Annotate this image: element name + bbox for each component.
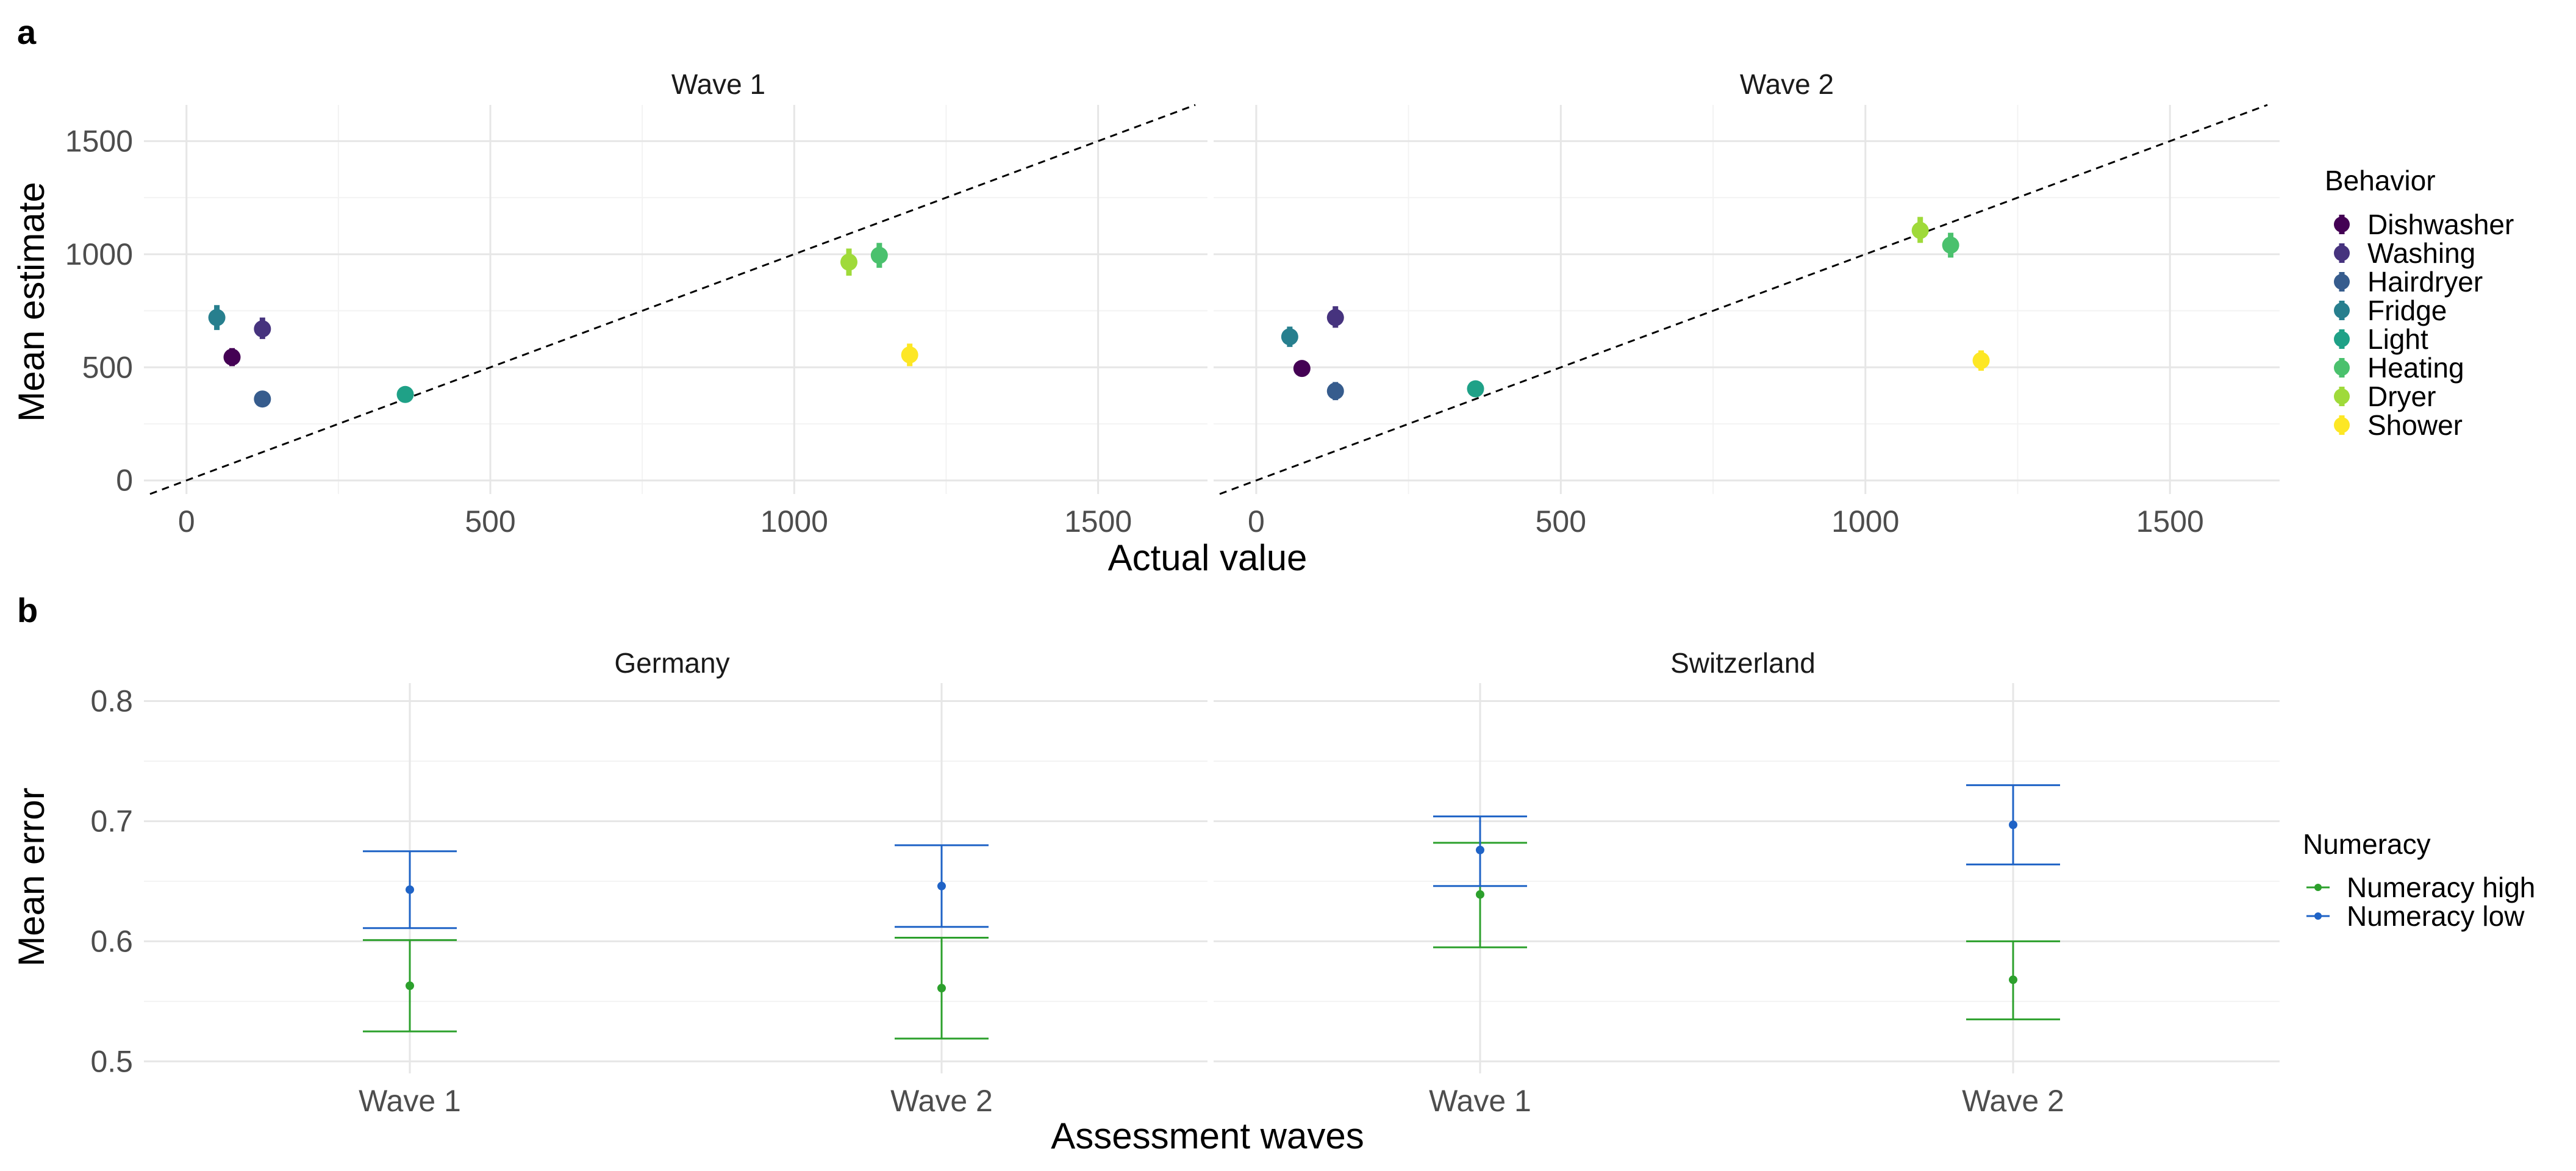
legend-item-shower: Shower xyxy=(2334,409,2463,441)
y-tick-label: 0.5 xyxy=(90,1044,133,1078)
legend-label: Dryer xyxy=(2367,381,2436,412)
x-tick-label: 1500 xyxy=(1064,504,1132,539)
legend-label: Shower xyxy=(2367,409,2463,441)
legend-label: Fridge xyxy=(2367,295,2447,326)
point-numeracy-low-germany xyxy=(406,885,414,894)
identity-line xyxy=(1219,104,2268,495)
legend-key-point xyxy=(2334,417,2350,433)
point-hairdryer-wave-2 xyxy=(1326,382,1344,400)
point-light-wave-2 xyxy=(1467,380,1484,398)
legend-title-numeracy: Numeracy xyxy=(2303,828,2431,860)
point-dishwasher-wave-1 xyxy=(223,348,241,366)
x-tick-label: Wave 1 xyxy=(359,1084,461,1118)
point-washing-wave-2 xyxy=(1326,309,1344,326)
identity-line xyxy=(149,104,1196,495)
legend-key-point xyxy=(2334,245,2350,261)
y-tick-label: 0.6 xyxy=(90,924,133,958)
legend-behavior: DishwasherWashingHairdryerFridgeLightHea… xyxy=(2334,209,2514,441)
x-tick-label: Wave 2 xyxy=(890,1084,993,1118)
point-numeracy-high-germany xyxy=(937,984,946,993)
legend-key-point xyxy=(2334,360,2350,376)
legend-key-point xyxy=(2314,884,2322,891)
x-tick-label: 500 xyxy=(465,504,515,539)
point-numeracy-low-switzerland xyxy=(2009,820,2017,829)
legend-label: Numeracy low xyxy=(2347,900,2525,932)
y-axis-title-b: Mean error xyxy=(11,787,52,966)
x-tick-label: 500 xyxy=(1536,504,1586,539)
grid-wave-1 xyxy=(144,105,1208,494)
legend-label: Numeracy high xyxy=(2347,872,2535,903)
y-tick-label: 0.8 xyxy=(90,684,133,718)
legend-item-light: Light xyxy=(2334,323,2428,355)
legend-item-heating: Heating xyxy=(2334,352,2464,384)
x-tick-label: Wave 2 xyxy=(1962,1084,2064,1118)
panel-b-label: b xyxy=(17,591,38,629)
point-dryer-wave-2 xyxy=(1911,221,1929,239)
legend-label: Hairdryer xyxy=(2367,266,2483,298)
point-washing-wave-1 xyxy=(254,320,271,338)
legend-label: Dishwasher xyxy=(2367,209,2514,240)
x-tick-label: 0 xyxy=(1248,504,1265,539)
x-axis-title-b: Assessment waves xyxy=(1051,1115,1364,1156)
grid-wave-2 xyxy=(1214,105,2280,494)
legend-label: Light xyxy=(2367,323,2428,355)
x-tick-label: 1000 xyxy=(760,504,828,539)
grid-germany xyxy=(144,683,1208,1073)
point-numeracy-high-switzerland xyxy=(1476,890,1484,899)
y-tick-label: 1000 xyxy=(65,237,133,271)
legend-title-behavior: Behavior xyxy=(2325,165,2436,196)
legend-key-point xyxy=(2334,389,2350,404)
y-tick-label: 0.7 xyxy=(90,804,133,838)
legend-item-dryer: Dryer xyxy=(2334,381,2436,412)
point-numeracy-low-germany xyxy=(937,881,946,890)
x-tick-label: Wave 1 xyxy=(1429,1084,1531,1118)
legend-label: Washing xyxy=(2367,237,2475,269)
point-fridge-wave-1 xyxy=(208,309,226,326)
facet-title-wave-1: Wave 1 xyxy=(671,68,765,100)
point-heating-wave-1 xyxy=(870,246,888,264)
facet-title-germany: Germany xyxy=(614,647,729,679)
facet-title-switzerland: Switzerland xyxy=(1670,647,1816,679)
point-numeracy-low-switzerland xyxy=(1476,845,1484,854)
x-tick-label: 0 xyxy=(178,504,195,539)
point-numeracy-high-switzerland xyxy=(2009,975,2017,984)
legend-item-dishwasher: Dishwasher xyxy=(2334,209,2514,240)
point-hairdryer-wave-1 xyxy=(254,390,271,408)
y-axis-title-a: Mean estimate xyxy=(11,182,52,422)
x-tick-label: 1500 xyxy=(2136,504,2204,539)
legend-item-hairdryer: Hairdryer xyxy=(2334,266,2483,298)
point-light-wave-1 xyxy=(396,385,414,403)
y-tick-label: 0 xyxy=(116,464,133,498)
legend-item-washing: Washing xyxy=(2334,237,2475,269)
x-axis-title-a: Actual value xyxy=(1108,537,1308,578)
panel-a: a Wave 1 Wave 2 Actual value Mean estima… xyxy=(11,13,2514,578)
point-dryer-wave-1 xyxy=(840,253,858,271)
point-shower-wave-1 xyxy=(901,346,918,363)
legend-item-fridge: Fridge xyxy=(2334,295,2447,326)
legend-key-point xyxy=(2334,303,2350,318)
panel-b: b Germany Switzerland Assessment waves M… xyxy=(11,591,2535,1156)
legend-key-point xyxy=(2334,274,2350,290)
point-shower-wave-2 xyxy=(1972,352,1990,370)
point-dishwasher-wave-2 xyxy=(1293,360,1311,378)
legend-item-numeracy-low: Numeracy low xyxy=(2306,900,2525,932)
y-tick-label: 500 xyxy=(82,350,133,384)
y-tick-label: 1500 xyxy=(65,124,133,158)
legend-item-numeracy-high: Numeracy high xyxy=(2306,872,2535,903)
facet-title-wave-2: Wave 2 xyxy=(1740,68,1834,100)
legend-label: Heating xyxy=(2367,352,2464,384)
point-fridge-wave-2 xyxy=(1281,328,1298,346)
legend-key-point xyxy=(2334,331,2350,347)
legend-key-point xyxy=(2314,912,2322,920)
point-heating-wave-2 xyxy=(1942,236,1959,254)
x-tick-label: 1000 xyxy=(1831,504,1899,539)
panel-a-label: a xyxy=(17,13,37,51)
point-numeracy-high-germany xyxy=(406,981,414,990)
grid-switzerland xyxy=(1214,683,2280,1073)
legend-key-point xyxy=(2334,217,2350,232)
